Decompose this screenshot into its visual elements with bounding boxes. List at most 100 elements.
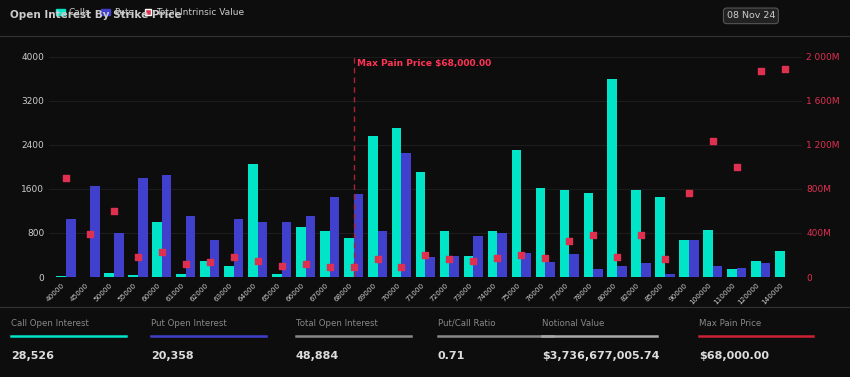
Bar — [330, 197, 339, 277]
Bar — [713, 266, 722, 277]
Point — [490, 255, 504, 261]
Text: Call Open Interest: Call Open Interest — [11, 319, 89, 328]
Point — [706, 138, 720, 144]
Bar — [128, 276, 138, 277]
Point — [467, 257, 480, 264]
Bar — [344, 239, 354, 277]
Bar — [162, 175, 172, 277]
Bar — [593, 269, 603, 277]
Text: $68,000.00: $68,000.00 — [699, 351, 768, 362]
Point — [730, 164, 744, 170]
Text: Notional Value: Notional Value — [542, 319, 604, 328]
Point — [83, 231, 97, 237]
Bar — [641, 263, 650, 277]
Point — [155, 249, 168, 255]
Bar — [536, 188, 545, 277]
Point — [299, 261, 313, 267]
Point — [179, 261, 193, 267]
Bar — [450, 256, 459, 277]
Point — [60, 175, 73, 181]
Bar — [751, 261, 761, 277]
Text: Open Interest By Strike Price: Open Interest By Strike Price — [10, 10, 182, 20]
Bar — [559, 190, 570, 277]
Bar — [584, 193, 593, 277]
Point — [107, 208, 121, 214]
Bar — [56, 276, 66, 277]
Bar — [258, 222, 267, 277]
Point — [227, 254, 241, 260]
Point — [586, 232, 600, 238]
Bar — [737, 268, 746, 277]
Point — [683, 190, 696, 196]
Bar — [306, 216, 315, 277]
Text: Put Open Interest: Put Open Interest — [151, 319, 227, 328]
Bar — [570, 254, 579, 277]
Bar — [703, 230, 713, 277]
Bar — [439, 231, 450, 277]
Point — [754, 68, 768, 74]
Text: Max Pain Price: Max Pain Price — [699, 319, 761, 328]
Text: 0.71: 0.71 — [438, 351, 465, 362]
Point — [514, 252, 528, 258]
Bar — [632, 190, 641, 277]
Point — [538, 255, 552, 261]
Bar — [152, 222, 162, 277]
Bar — [248, 164, 258, 277]
Text: Max Pain Price $68,000.00: Max Pain Price $68,000.00 — [357, 60, 491, 69]
Bar — [761, 263, 770, 277]
Bar — [425, 257, 435, 277]
Bar — [679, 240, 689, 277]
Text: Put/Call Ratio: Put/Call Ratio — [438, 319, 496, 328]
Bar — [234, 219, 243, 277]
Bar — [521, 253, 531, 277]
Text: 08 Nov 24: 08 Nov 24 — [727, 11, 775, 20]
Point — [347, 264, 360, 270]
Point — [634, 232, 648, 238]
Bar — [488, 231, 497, 277]
Bar — [354, 195, 363, 277]
Bar — [401, 153, 411, 277]
Bar — [281, 222, 292, 277]
Bar — [377, 231, 387, 277]
Point — [563, 238, 576, 244]
Bar — [775, 251, 785, 277]
Point — [610, 254, 624, 260]
Point — [394, 264, 408, 270]
Bar — [138, 178, 148, 277]
Bar — [186, 216, 196, 277]
Point — [418, 252, 432, 258]
Point — [251, 257, 264, 264]
Text: 28,526: 28,526 — [11, 351, 54, 362]
Bar — [296, 227, 306, 277]
Bar — [689, 240, 699, 277]
Bar — [655, 197, 665, 277]
Text: $3,736,677,005.74: $3,736,677,005.74 — [542, 351, 660, 362]
Bar — [512, 150, 521, 277]
Bar — [368, 136, 377, 277]
Point — [131, 254, 145, 260]
Bar — [617, 266, 626, 277]
Bar — [545, 262, 555, 277]
Bar — [320, 231, 330, 277]
Bar — [105, 273, 114, 277]
Bar — [114, 233, 123, 277]
Bar — [728, 269, 737, 277]
Point — [371, 256, 384, 262]
Text: Total Open Interest: Total Open Interest — [296, 319, 377, 328]
Text: 20,358: 20,358 — [151, 351, 194, 362]
Bar — [201, 261, 210, 277]
Point — [203, 259, 217, 265]
Bar — [210, 240, 219, 277]
Point — [443, 256, 456, 262]
Bar — [66, 219, 76, 277]
Bar — [473, 236, 483, 277]
Bar — [464, 256, 473, 277]
Point — [275, 263, 288, 269]
Point — [658, 256, 672, 262]
Bar — [497, 233, 507, 277]
Bar — [608, 79, 617, 277]
Legend: Calls, Puts, Total Intrinsic Value: Calls, Puts, Total Intrinsic Value — [53, 5, 248, 21]
Point — [323, 264, 337, 270]
Bar — [224, 266, 234, 277]
Bar — [272, 274, 281, 277]
